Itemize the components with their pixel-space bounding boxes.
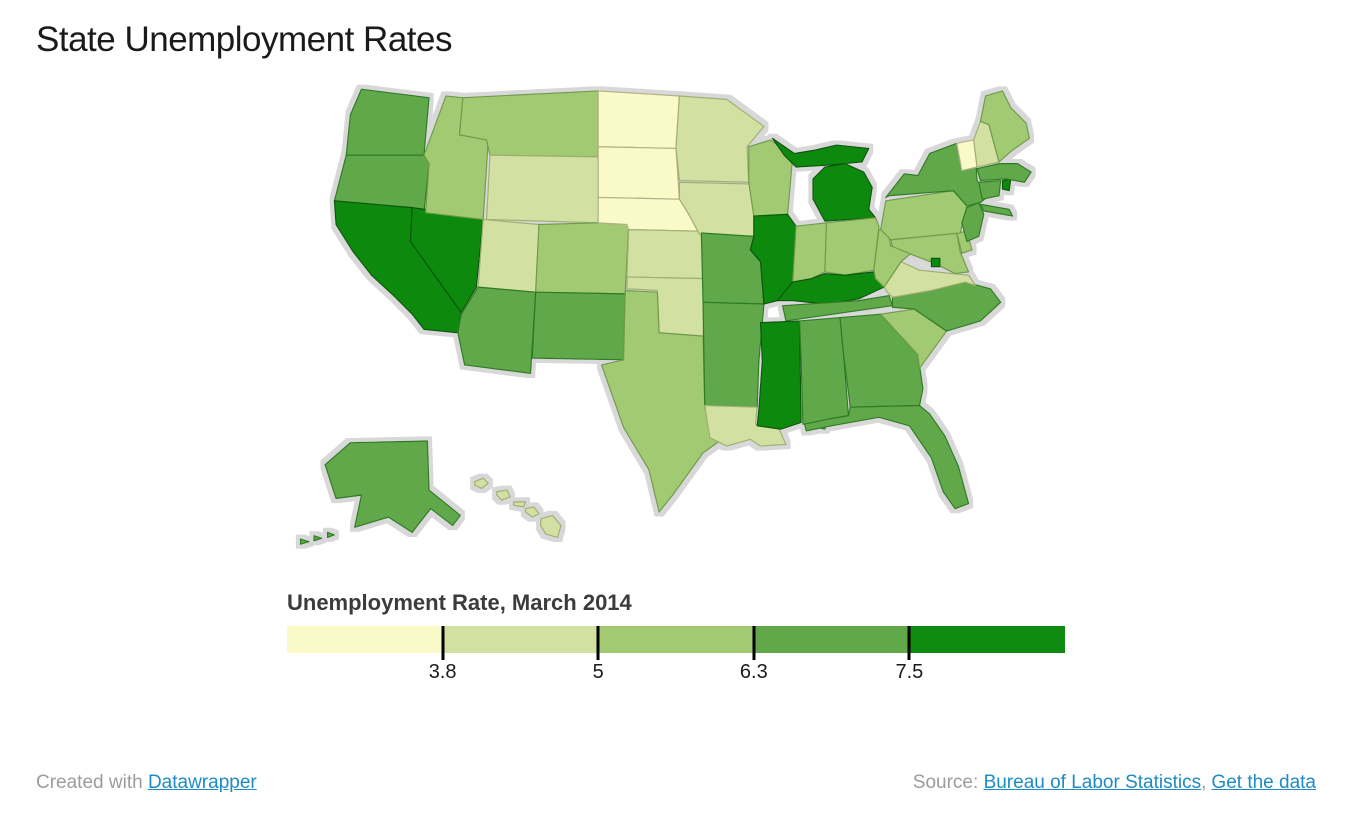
legend-segment-3 [598,626,754,654]
page-title: State Unemployment Rates [36,20,452,59]
state-WY[interactable] [485,154,599,224]
state-RI[interactable] [1001,178,1012,192]
legend-tick [907,626,911,661]
source-link[interactable]: Bureau of Labor Statistics [983,772,1202,793]
state-NY[interactable] [885,142,1014,217]
state-MN[interactable] [675,95,765,183]
state-OR[interactable] [333,154,430,214]
states-layer [299,88,1032,545]
state-TX[interactable] [600,289,728,513]
state-CO[interactable] [535,222,630,295]
state-UT[interactable] [477,218,540,293]
legend-segment-2 [442,626,599,654]
legend-tick [441,626,445,661]
legend-tick [752,626,756,661]
state-SC[interactable] [880,308,948,369]
footer: Created with Datawrapper Source: Bureau … [36,772,1316,794]
state-MA[interactable] [976,163,1032,183]
state-NM[interactable] [531,291,626,361]
source-separator: , [1201,772,1207,793]
get-data-link[interactable]: Get the data [1211,772,1316,793]
state-ND[interactable] [597,90,680,150]
state-VA[interactable] [883,261,976,298]
legend-title: Unemployment Rate, March 2014 [287,590,632,616]
state-MS[interactable] [756,320,802,430]
legend-segment-4 [753,626,910,654]
legend-tick-labels: 3.8 5 6.3 7.5 [287,661,1065,687]
chart-area: Unemployment Rate, March 2014 3.8 5 6.3 7.5 [287,60,1065,687]
legend-tick-label: 7.5 [895,661,924,684]
legend-color-bar [287,626,1065,661]
source-label: Source: [912,772,984,793]
legend: Unemployment Rate, March 2014 3.8 5 6.3 7.5 [287,590,1065,687]
state-IL[interactable] [749,213,797,305]
attribution: Created with Datawrapper [36,772,257,794]
state-AZ[interactable] [457,286,537,374]
legend-tick-label: 3.8 [428,661,457,684]
state-ME[interactable] [979,90,1031,163]
source-line: Source: Bureau of Labor Statistics, Get t… [913,772,1316,794]
state-FL[interactable] [803,404,970,510]
datawrapper-link[interactable]: Datawrapper [147,772,257,793]
state-NJ[interactable] [961,201,985,243]
state-AK[interactable] [299,440,461,545]
state-CT[interactable] [978,179,1002,200]
state-KS[interactable] [626,229,708,280]
state-IN[interactable] [792,222,828,283]
state-HI[interactable] [474,477,562,539]
legend-tick [596,626,600,661]
state-PA[interactable] [880,190,968,241]
us-choropleth-map [299,88,1032,545]
legend-tick-label: 6.3 [739,661,768,684]
created-with-text: Created with [36,772,148,793]
state-SD[interactable] [597,146,680,200]
state-OH[interactable] [824,217,880,276]
legend-segment-5 [909,626,1065,654]
state-TN[interactable] [781,294,894,322]
state-LA[interactable] [704,404,787,447]
state-WA[interactable] [345,88,430,156]
state-AR[interactable] [702,301,765,408]
state-DC[interactable] [930,257,941,268]
state-MI[interactable] [771,137,877,222]
legend-tick-label: 5 [592,661,604,684]
legend-segment-1 [287,626,443,654]
